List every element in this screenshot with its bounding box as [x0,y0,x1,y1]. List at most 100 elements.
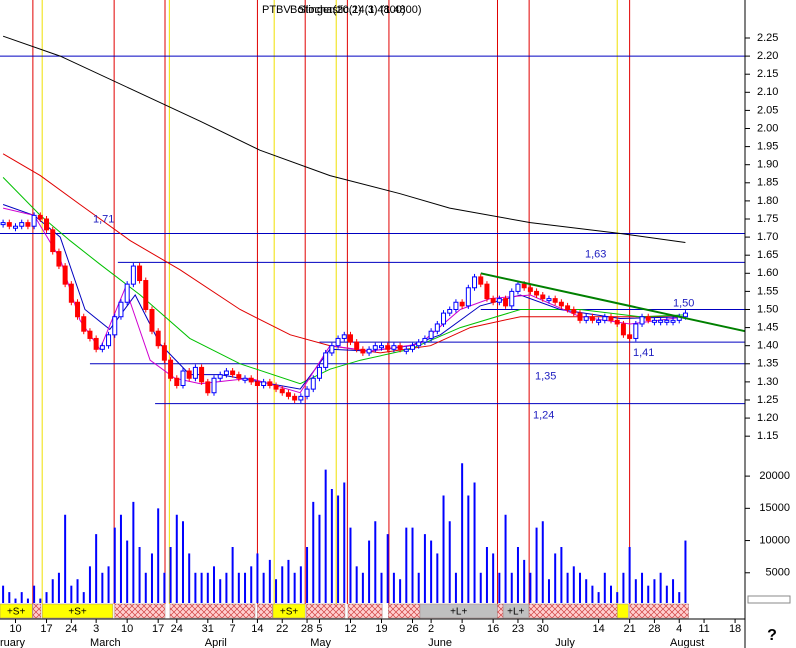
candle [620,323,626,336]
signal-segment [41,603,114,619]
candle [87,330,93,339]
candle [205,381,211,394]
y-tick-label: 1.55 [757,285,778,297]
average-line [2,153,686,354]
level-label: 1,71 [93,213,114,225]
candle [13,225,19,229]
candle [168,359,174,379]
candle [484,283,490,300]
candle [577,312,583,321]
signal-hatch [529,604,618,618]
candle [149,308,155,332]
candle [298,395,304,401]
y-tick-label: 1.65 [757,249,778,261]
candle [391,345,397,350]
candle [664,319,670,323]
candle [174,377,180,387]
signal-segment [272,603,306,619]
candle [192,366,198,379]
x-tick-label: 28 [301,623,313,635]
x-tick-label: 11 [698,623,709,635]
x-tick-label: 3 [93,623,99,635]
candle [546,298,552,302]
level-label: 1,24 [533,410,554,422]
candle [503,298,509,307]
candle [130,265,136,285]
candle [143,280,149,310]
signal-hatch [497,604,504,618]
candle [360,348,366,354]
candle [658,319,664,323]
signal-hatch [306,604,345,618]
candle [81,316,87,332]
candle [329,345,335,354]
x-tick-label: 23 [512,623,524,635]
candle [441,312,447,325]
candle [279,388,285,394]
candle [124,283,130,303]
candle [558,301,564,307]
y-tick-label: 1.45 [757,321,778,333]
candle [285,392,291,397]
level-label: 1,50 [673,297,694,309]
x-tick-label: 18 [729,623,741,635]
candle [472,276,478,289]
candle [6,222,12,227]
y-tick-label: 1.40 [757,340,778,352]
y-tick-label: 1.15 [757,430,778,442]
y-tick-label: 2.15 [757,68,778,80]
x-tick-label: 10 [9,623,21,635]
candle [633,323,639,339]
candle [534,290,540,296]
candle [316,366,322,379]
candle [25,222,31,227]
candle [552,298,558,303]
candle [236,374,242,379]
candle [459,301,465,307]
help-mark[interactable]: ? [767,627,777,644]
y-tick-label: 1.70 [757,231,778,243]
candle [323,352,329,368]
candle [186,370,192,379]
x-tick-label: 17 [152,623,164,635]
signal-label: +L+ [450,607,467,618]
month-label: August [670,637,704,648]
candle [515,283,521,292]
candle [521,283,527,289]
x-tick-label: 24 [65,623,77,635]
scroll-box[interactable] [747,595,791,604]
y-tick-label: 2.10 [757,86,778,98]
y-tick-label: 1.75 [757,213,778,225]
signal-label: +L+ [507,607,524,618]
candle [589,316,595,321]
candle [354,341,360,350]
candle [428,330,434,339]
chart-header: PTBV [262,4,291,16]
month-label: July [555,637,575,648]
candle [614,319,620,325]
candle [416,341,422,347]
signal-hatch [114,604,166,618]
candle [372,345,378,350]
candle [161,345,167,361]
candle [490,298,496,303]
candle [397,345,403,350]
y-tick-label: 1.95 [757,141,778,153]
x-tick-label: 16 [487,623,499,635]
candle [56,251,62,267]
y-tick-label: 1.90 [757,159,778,171]
candle [44,218,50,231]
candle [37,214,43,220]
month-label: June [428,637,452,648]
average-line [2,204,686,390]
candle [509,290,515,307]
volume-tick-label: 20000 [759,470,790,482]
candle [496,298,502,303]
candle [106,334,112,347]
x-tick-label: 5 [316,623,322,635]
candle [137,265,143,282]
series-layer [0,35,746,619]
candle [31,214,37,227]
candle [422,337,428,343]
